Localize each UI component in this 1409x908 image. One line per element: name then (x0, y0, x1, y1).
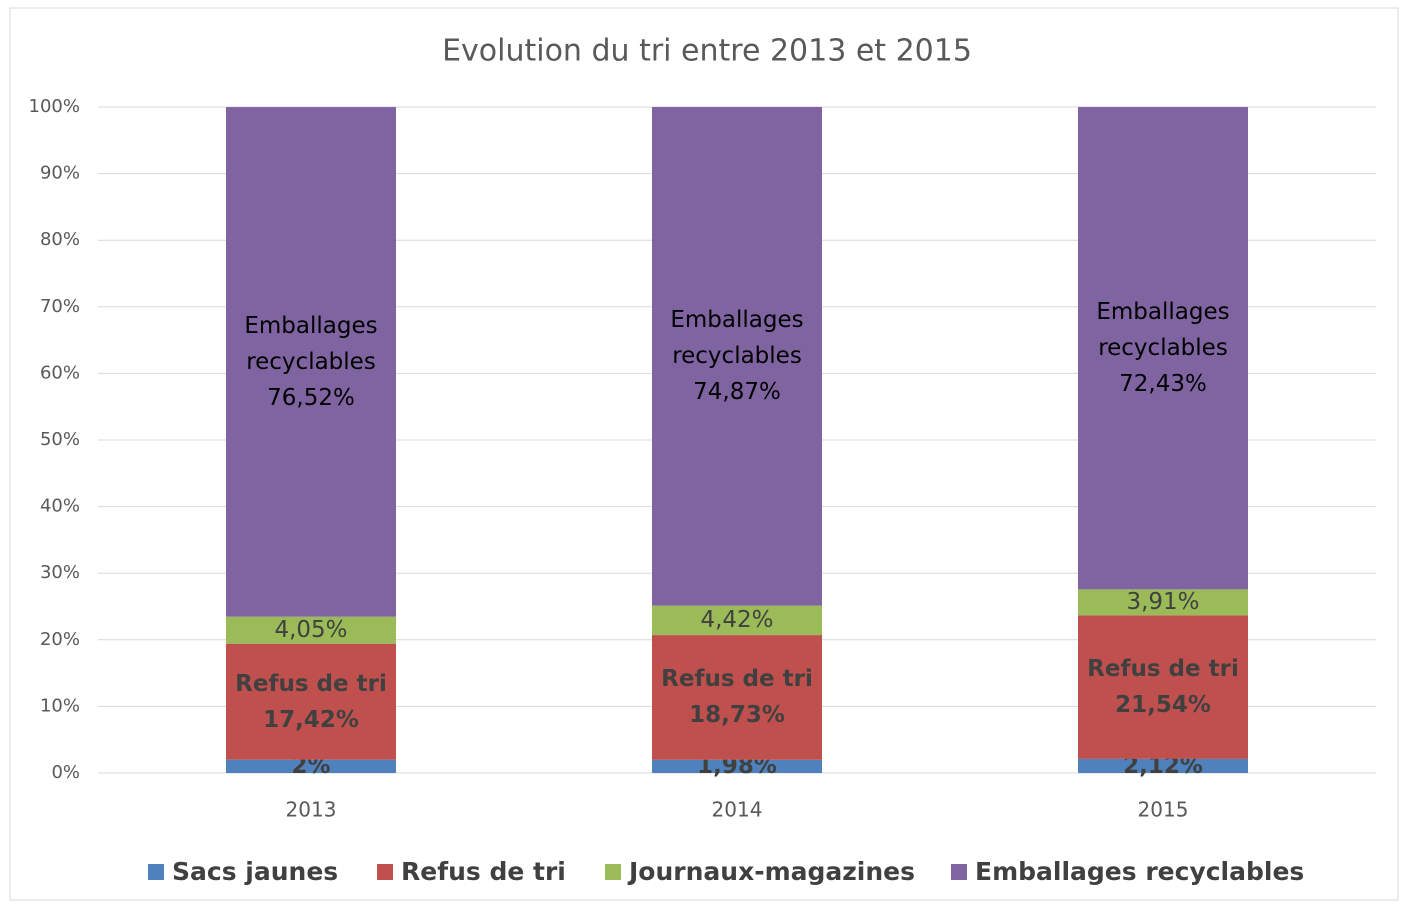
data-label: 2% (206, 753, 416, 779)
data-label: Refus de tri 18,73% (632, 635, 842, 760)
data-label-name: Refus de tri (1087, 656, 1239, 683)
chart-title: Evolution du tri entre 2013 et 2015 (442, 34, 972, 69)
data-label: 4,42% (632, 606, 842, 635)
data-label-value: 3,91% (1126, 589, 1200, 616)
data-label-name: Emballages recyclables (1096, 299, 1230, 362)
bar-segment (652, 635, 822, 760)
y-tick-label: 20% (40, 629, 80, 650)
data-label: Refus de tri 21,54% (1058, 615, 1268, 758)
bar-segment (652, 759, 822, 773)
y-tick-label: 70% (40, 296, 80, 317)
data-label-name: Refus de tri (235, 670, 387, 697)
y-tick-label: 10% (40, 695, 80, 716)
data-label-box: 2% (206, 753, 416, 779)
y-tick-label: 0% (51, 762, 80, 783)
bar-segment (226, 107, 396, 617)
legend-label: Sacs jaunes (172, 857, 338, 886)
data-label-box: 2,12% (1058, 753, 1268, 779)
y-tick-label: 80% (40, 229, 80, 250)
data-label-value: 17,42% (263, 706, 359, 733)
data-label-box: Refus de tri 21,54% (1058, 615, 1268, 758)
data-label: 3,91% (1058, 589, 1268, 615)
data-label: 4,05% (206, 617, 416, 644)
legend-label: Emballages recyclables (975, 857, 1304, 886)
x-tick-label: 2014 (712, 798, 763, 822)
y-tick-label: 40% (40, 496, 80, 517)
legend-label: Refus de tri (401, 857, 566, 886)
bar-segment (226, 616, 396, 644)
data-label: 1,98% (632, 753, 842, 779)
y-tick-label: 30% (40, 562, 80, 583)
bar-segment (1078, 758, 1248, 773)
data-label-box: Refus de tri 17,42% (206, 644, 416, 760)
data-label-name: Emballages recyclables (670, 307, 804, 370)
data-label: 2,12% (1058, 753, 1268, 779)
data-label-box: Refus de tri 18,73% (632, 635, 842, 760)
data-label: Emballages recyclables 76,52% (206, 107, 416, 617)
legend-swatch (148, 864, 164, 880)
data-label-value: 72,43% (1119, 371, 1207, 398)
bar-segment (652, 605, 822, 636)
bar-segment (1078, 107, 1248, 590)
data-label-box: 4,05% (206, 617, 416, 644)
y-tick-label: 90% (40, 163, 80, 184)
bar-segment (226, 643, 396, 760)
data-label-name: Emballages recyclables (244, 312, 378, 375)
legend-label: Journaux-magazines (627, 857, 915, 886)
data-label-box: Emballages recyclables 74,87% (632, 107, 842, 606)
bar-segment (1078, 589, 1248, 616)
data-label: Refus de tri 17,42% (206, 644, 416, 760)
y-tick-label: 100% (29, 96, 80, 117)
x-tick-label: 2013 (286, 798, 337, 822)
data-label-value: 76,52% (267, 384, 355, 411)
data-label-box: Emballages recyclables 72,43% (1058, 107, 1268, 589)
data-label-name: Refus de tri (661, 666, 813, 693)
y-tick-label: 60% (40, 362, 80, 383)
data-label-value: 4,05% (274, 617, 348, 644)
legend-swatch (377, 864, 393, 880)
y-tick-label: 50% (40, 429, 80, 450)
legend-swatch (951, 864, 967, 880)
data-label-box: Emballages recyclables 76,52% (206, 107, 416, 617)
data-label: Emballages recyclables 74,87% (632, 107, 842, 606)
bar-segment (1078, 615, 1248, 759)
data-label-box: 3,91% (1058, 589, 1268, 615)
bar-segment (652, 107, 822, 606)
data-label-value: 4,42% (700, 607, 774, 634)
data-label-value: 21,54% (1115, 692, 1211, 719)
data-label-value: 74,87% (693, 379, 781, 406)
data-label: Emballages recyclables 72,43% (1058, 107, 1268, 589)
bar-segment (226, 759, 396, 773)
x-tick-label: 2015 (1138, 798, 1189, 822)
data-label-value: 18,73% (689, 702, 785, 729)
data-label-box: 4,42% (632, 606, 842, 635)
data-label-box: 1,98% (632, 753, 842, 779)
legend-swatch (605, 864, 621, 880)
